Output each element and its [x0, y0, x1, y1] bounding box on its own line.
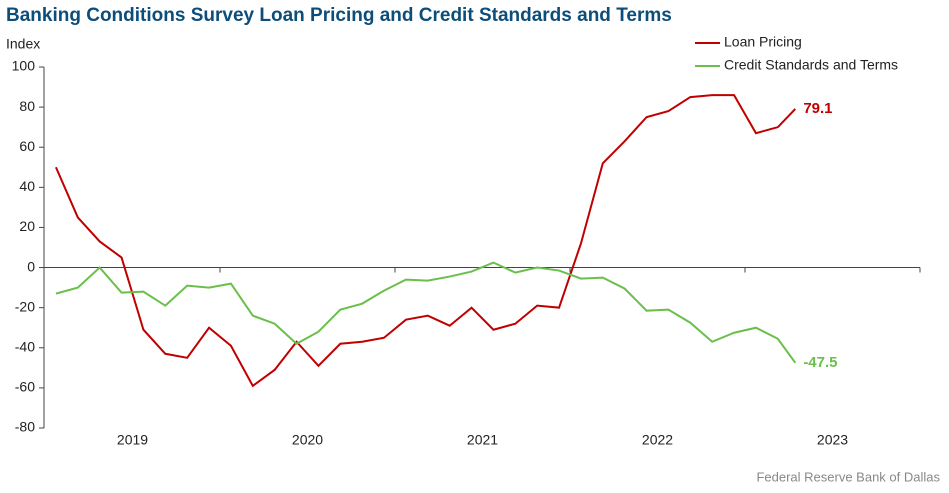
x-tick-label: 2021 — [467, 432, 498, 448]
end-label: 79.1 — [803, 100, 832, 117]
series-line — [55, 261, 797, 364]
y-axis-label: Index — [6, 36, 40, 52]
x-tick-label: 2020 — [292, 432, 323, 448]
legend-label: Credit Standards and Terms — [724, 57, 898, 73]
y-tick-label: 100 — [12, 58, 36, 74]
y-tick-label: 0 — [27, 258, 35, 274]
y-tick-label: -20 — [15, 298, 35, 314]
y-tick-label: 20 — [19, 218, 35, 234]
legend-label: Loan Pricing — [724, 34, 802, 50]
x-tick-label: 2022 — [642, 432, 673, 448]
y-tick-label: 80 — [19, 98, 35, 114]
x-tick-label: 2019 — [117, 432, 148, 448]
series-line — [55, 94, 797, 388]
y-tick-label: -60 — [15, 379, 35, 395]
x-tick-label: 2023 — [817, 432, 848, 448]
source: Federal Reserve Bank of Dallas — [756, 469, 940, 484]
y-tick-label: 60 — [19, 138, 35, 154]
end-label: -47.5 — [803, 354, 837, 371]
y-tick-label: -80 — [15, 419, 35, 435]
y-tick-label: -40 — [15, 338, 35, 354]
chart-title: Banking Conditions Survey Loan Pricing a… — [6, 5, 672, 26]
y-tick-label: 40 — [19, 178, 35, 194]
